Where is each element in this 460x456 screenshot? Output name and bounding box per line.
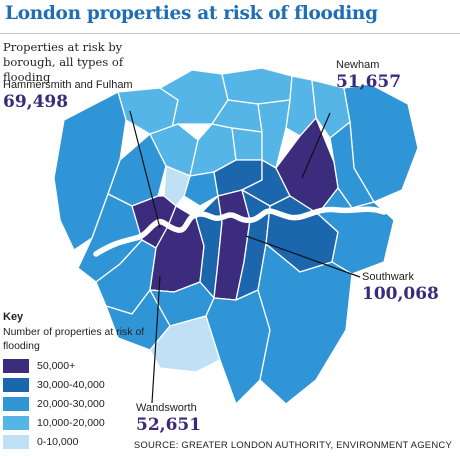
key-title: Key bbox=[3, 311, 24, 323]
river-thames bbox=[93, 206, 387, 257]
key-swatch bbox=[3, 435, 29, 449]
key-label: 30,000-40,000 bbox=[37, 379, 105, 391]
key-swatch bbox=[3, 378, 29, 392]
leader-line-wandsworth bbox=[151, 275, 161, 404]
borough-bromley bbox=[257, 243, 353, 405]
key-swatch bbox=[3, 359, 29, 373]
key-swatch bbox=[3, 416, 29, 430]
callout-wandsworth-value: 52,651 bbox=[136, 415, 202, 435]
key-label: 10,000-20,000 bbox=[37, 417, 105, 429]
title-divider bbox=[0, 33, 460, 34]
map-title: London properties at risk of flooding bbox=[5, 3, 378, 24]
callout-newham-value: 51,657 bbox=[336, 72, 402, 92]
key-swatch bbox=[3, 397, 29, 411]
callout-southwark-value: 100,068 bbox=[362, 284, 439, 304]
borough-enfield bbox=[221, 67, 293, 105]
key-label: 20,000-30,000 bbox=[37, 398, 105, 410]
borough-croydon bbox=[205, 289, 271, 405]
key-subtitle: Number of properties at risk of flooding bbox=[3, 326, 145, 352]
callout-hammersmith-name: Hammersmith and Fulham bbox=[3, 79, 133, 91]
source-credit: SOURCE: GREATER LONDON AUTHORITY, ENVIRO… bbox=[133, 440, 452, 451]
callout-southwark-name: Southwark bbox=[362, 271, 414, 283]
key-label: 50,000+ bbox=[37, 360, 76, 372]
leader-line-southwark bbox=[245, 235, 361, 278]
key-label: 0-10,000 bbox=[37, 436, 79, 448]
callout-hammersmith-value: 69,498 bbox=[3, 92, 69, 112]
leader-line-newham bbox=[301, 112, 331, 179]
leader-line-hammersmith bbox=[129, 110, 161, 229]
callout-newham-name: Newham bbox=[336, 59, 380, 71]
borough-islington bbox=[231, 127, 263, 161]
borough-kensington-chelsea bbox=[163, 165, 191, 207]
callout-wandsworth-name: Wandsworth bbox=[136, 402, 197, 414]
map-subtitle: Properties at risk by borough, all types… bbox=[3, 40, 124, 84]
